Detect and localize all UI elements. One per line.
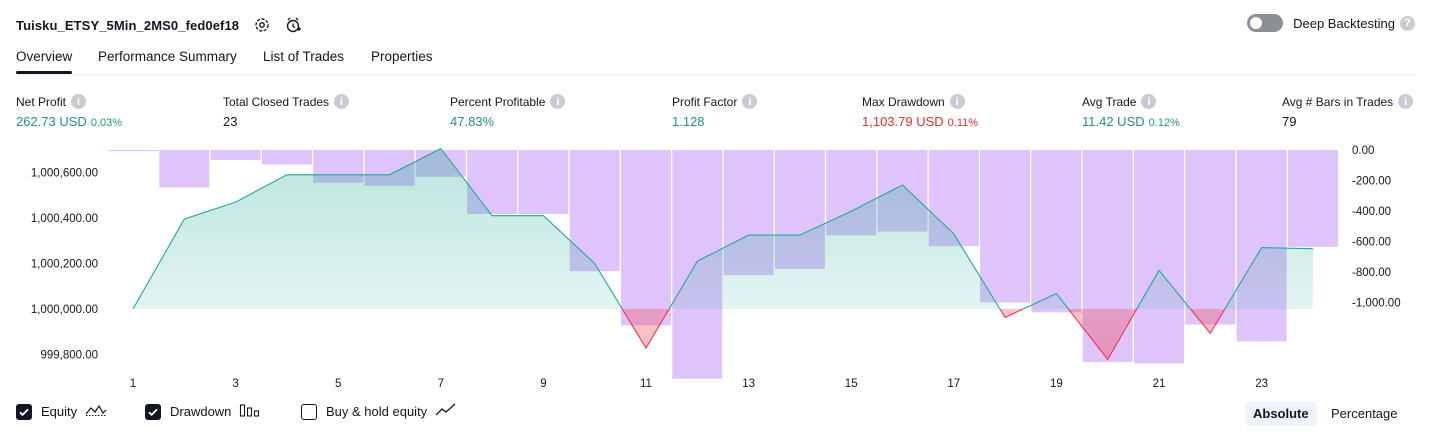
tab-bar: Overview Performance Summary List of Tra… (16, 48, 1415, 76)
info-icon[interactable]: i (949, 94, 965, 109)
add-alert-icon[interactable] (285, 16, 303, 34)
info-icon[interactable]: i (1398, 94, 1414, 109)
metric-label: Total Closed Trades i (223, 94, 350, 109)
metric-total-closed-trades: Total Closed Trades i 23 (223, 94, 350, 129)
drawdown-bar (210, 150, 261, 160)
drawdown-bar (1185, 150, 1236, 325)
drawdown-bar (261, 150, 312, 165)
x-axis-tick-label: 23 (1255, 378, 1268, 390)
tab-properties[interactable]: Properties (371, 49, 433, 64)
metric-label: Percent Profitable i (450, 94, 566, 109)
equity-drawdown-chart: 1,000,600.00 1,000,400.00 1,000,200.00 1,00… (31, 145, 1401, 390)
toggle-knob (1250, 17, 1263, 29)
x-axis-tick-label: 17 (947, 378, 960, 390)
strategy-title: Tuisku_ETSY_5Min_2MS0_fed0ef18 (16, 17, 240, 33)
drawdown-bar (159, 150, 210, 188)
drawdown-bar (621, 150, 671, 326)
x-axis-tick-label: 15 (845, 378, 858, 390)
legend-drawdown[interactable]: Drawdown (145, 403, 261, 420)
info-icon[interactable]: i (334, 94, 350, 109)
right-axis-tick-label: -800.00 (1352, 267, 1391, 279)
drawdown-checkbox[interactable] (145, 403, 161, 420)
equity-label: Equity (41, 404, 78, 419)
drawdown-bars-icon (239, 403, 261, 420)
metric-percent-profitable: Percent Profitable i 47.83% (450, 94, 566, 129)
metric-percent: 0.12% (1148, 117, 1180, 129)
help-icon[interactable]: ? (1400, 15, 1415, 31)
left-axis-tick-label: 1,000,000.00 (31, 304, 98, 316)
percentage-button[interactable]: Percentage (1331, 406, 1398, 421)
left-axis-tick-label: 1,000,400.00 (31, 213, 98, 225)
info-icon[interactable]: i (742, 94, 758, 109)
drawdown-bar (1287, 150, 1338, 247)
tab-performance-summary[interactable]: Performance Summary (98, 49, 237, 64)
x-axis-tick-label: 11 (640, 378, 652, 390)
equity-checkbox[interactable] (16, 403, 32, 420)
right-axis-tick-label: -1,000.00 (1352, 298, 1401, 310)
tab-list-of-trades[interactable]: List of Trades (263, 49, 345, 64)
x-axis-tick-label: 19 (1050, 378, 1063, 390)
deep-backtesting-label: Deep Backtesting (1293, 15, 1395, 31)
metric-value: 11.42 USD 0.12% (1082, 114, 1180, 129)
info-icon[interactable]: i (71, 94, 87, 109)
x-axis-tick-label: 5 (335, 378, 341, 390)
metric-avg-bars-in-trades: Avg # Bars in Trades i 79 (1282, 94, 1414, 129)
tab-overview[interactable]: Overview (16, 48, 73, 74)
metric-percent: 0.11% (947, 117, 979, 129)
drawdown-bar (518, 150, 569, 214)
deep-backtesting-toggle[interactable] (1247, 14, 1284, 32)
drawdown-bar (980, 150, 1031, 303)
buy-hold-line-icon (435, 403, 457, 420)
right-axis-tick-label: -400.00 (1352, 206, 1391, 218)
equity-line-positive (132, 147, 1313, 309)
drawdown-bar (1134, 150, 1184, 364)
right-axis-tick-label: -600.00 (1352, 237, 1391, 249)
metric-value: 1,103.79 USD 0.11% (862, 114, 979, 129)
metric-label: Max Drawdown i (862, 94, 978, 109)
metric-value: 262.73 USD 0.03% (16, 114, 123, 129)
drawdown-bar (108, 150, 158, 152)
metric-net-profit: Net Profit i 262.73 USD 0.03% (16, 94, 122, 129)
info-icon[interactable]: i (1141, 94, 1157, 109)
x-axis-tick-label: 1 (130, 378, 136, 390)
metric-label: Profit Factor i (672, 94, 758, 109)
right-axis-tick-label: 0.00 (1352, 145, 1374, 157)
buy-hold-label: Buy & hold equity (326, 404, 428, 419)
metric-label: Net Profit i (16, 94, 122, 109)
left-axis-tick-label: 1,000,600.00 (31, 168, 98, 180)
settings-icon[interactable] (253, 16, 271, 34)
drawdown-label: Drawdown (170, 404, 232, 419)
metric-value: 47.83% (450, 114, 495, 129)
absolute-button[interactable]: Absolute (1245, 402, 1317, 426)
x-axis-tick-label: 9 (540, 378, 546, 390)
metric-profit-factor: Profit Factor i 1.128 (672, 94, 758, 129)
left-axis-tick-label: 999,800.00 (40, 350, 98, 362)
legend-buy-hold[interactable]: Buy & hold equity (301, 403, 457, 420)
x-axis-tick-label: 7 (438, 378, 444, 390)
x-axis-tick-label: 13 (742, 378, 755, 390)
equity-area-positive (133, 148, 1313, 309)
legend-equity[interactable]: Equity (16, 403, 107, 420)
info-icon[interactable]: i (550, 94, 566, 109)
metric-label: Avg # Bars in Trades i (1282, 94, 1414, 109)
x-axis-tick-label: 3 (232, 378, 238, 390)
equity-line-icon (85, 403, 107, 420)
drawdown-bar (1236, 150, 1287, 342)
drawdown-bar (1031, 150, 1082, 313)
left-axis-tick-label: 1,000,200.00 (31, 259, 98, 271)
right-axis-tick-label: -200.00 (1352, 176, 1391, 188)
metric-value: 23 (223, 114, 238, 129)
equity-line-negative (133, 309, 1226, 361)
strategy-header: Tuisku_ETSY_5Min_2MS0_fed0ef18 (16, 14, 303, 36)
x-axis-tick-label: 21 (1153, 378, 1166, 390)
metric-percent: 0.03% (90, 117, 123, 129)
metric-avg-trade: Avg Trade i 11.42 USD 0.12% (1082, 94, 1180, 129)
metric-label: Avg Trade i (1082, 94, 1180, 109)
metric-value: 1.128 (672, 114, 705, 129)
metric-max-drawdown: Max Drawdown i 1,103.79 USD 0.11% (862, 94, 978, 129)
metric-value: 79 (1282, 114, 1297, 129)
deep-backtesting: Deep Backtesting ? (1247, 14, 1415, 32)
buy-hold-checkbox[interactable] (301, 403, 317, 420)
